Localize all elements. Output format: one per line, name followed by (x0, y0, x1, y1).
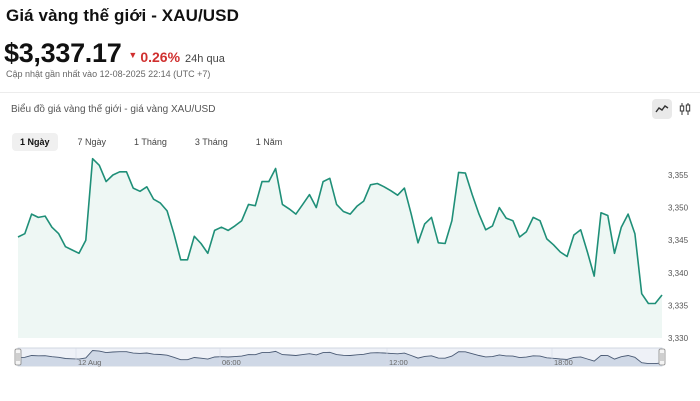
y-tick-label: 3,350 (668, 204, 689, 213)
navigator-time-label: 12 Aug (78, 358, 101, 367)
change-period: 24h qua (185, 53, 225, 65)
caret-down-icon: ▼ (128, 50, 138, 60)
tab-timeframe[interactable]: 1 Tháng (134, 137, 167, 147)
navigator-area (18, 350, 662, 366)
page-title: Giá vàng thế giới - XAU/USD (6, 6, 239, 25)
y-tick-label: 3,345 (668, 236, 689, 245)
candlestick-icon[interactable] (675, 99, 695, 119)
y-tick-label: 3,335 (668, 301, 689, 310)
tab-timeframe[interactable]: 3 Tháng (194, 137, 228, 147)
navigator-time-label: 12:00 (389, 358, 408, 367)
price-line (17, 157, 663, 305)
navigator-right-handle[interactable] (658, 348, 666, 366)
y-tick-label: 3,330 (668, 334, 689, 343)
current-price: $3,337.17 (4, 38, 122, 68)
navigator-left-handle[interactable] (14, 348, 22, 366)
navigator-time-label: 06:00 (222, 358, 241, 367)
y-tick-label: 3,355 (668, 171, 689, 180)
last-updated: Cập nhật gần nhất vào 12-08-2025 22:14 (… (6, 69, 211, 79)
line-chart-icon[interactable] (652, 99, 672, 119)
navigator-line (17, 350, 663, 365)
chart-title: Biểu đồ giá vàng thế giới - giá vàng XAU… (11, 104, 216, 115)
navigator-time-label: 18:00 (554, 358, 573, 367)
timeframe-tabs: 1 Ngày 7 Ngày 1 Tháng 3 Tháng 1 Năm (12, 133, 302, 151)
tab-timeframe[interactable]: 1 Năm (255, 137, 283, 147)
tab-timeframe[interactable]: 1 Ngày (12, 133, 58, 151)
tab-timeframe[interactable]: 7 Ngày (77, 137, 107, 147)
price-change-percent: 0.26% (140, 49, 181, 65)
price-row: $3,337.17 ▼ 0.26% 24h qua (4, 38, 225, 69)
price-area (18, 158, 662, 338)
y-tick-label: 3,340 (668, 269, 689, 278)
